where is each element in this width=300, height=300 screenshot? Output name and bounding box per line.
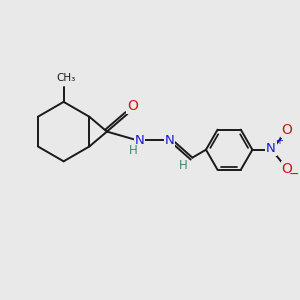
Text: N: N	[135, 134, 144, 147]
Text: O: O	[281, 162, 292, 176]
Text: N: N	[164, 134, 174, 147]
Text: +: +	[275, 136, 283, 146]
Text: −: −	[289, 168, 299, 181]
Text: O: O	[281, 123, 292, 137]
Text: N: N	[266, 142, 276, 155]
Text: H: H	[129, 144, 138, 157]
Text: CH₃: CH₃	[56, 73, 76, 83]
Text: H: H	[179, 159, 188, 172]
Text: O: O	[127, 99, 138, 113]
